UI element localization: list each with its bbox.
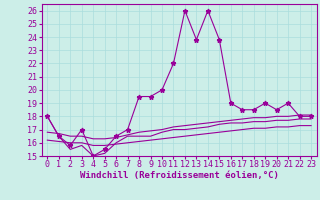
X-axis label: Windchill (Refroidissement éolien,°C): Windchill (Refroidissement éolien,°C) <box>80 171 279 180</box>
